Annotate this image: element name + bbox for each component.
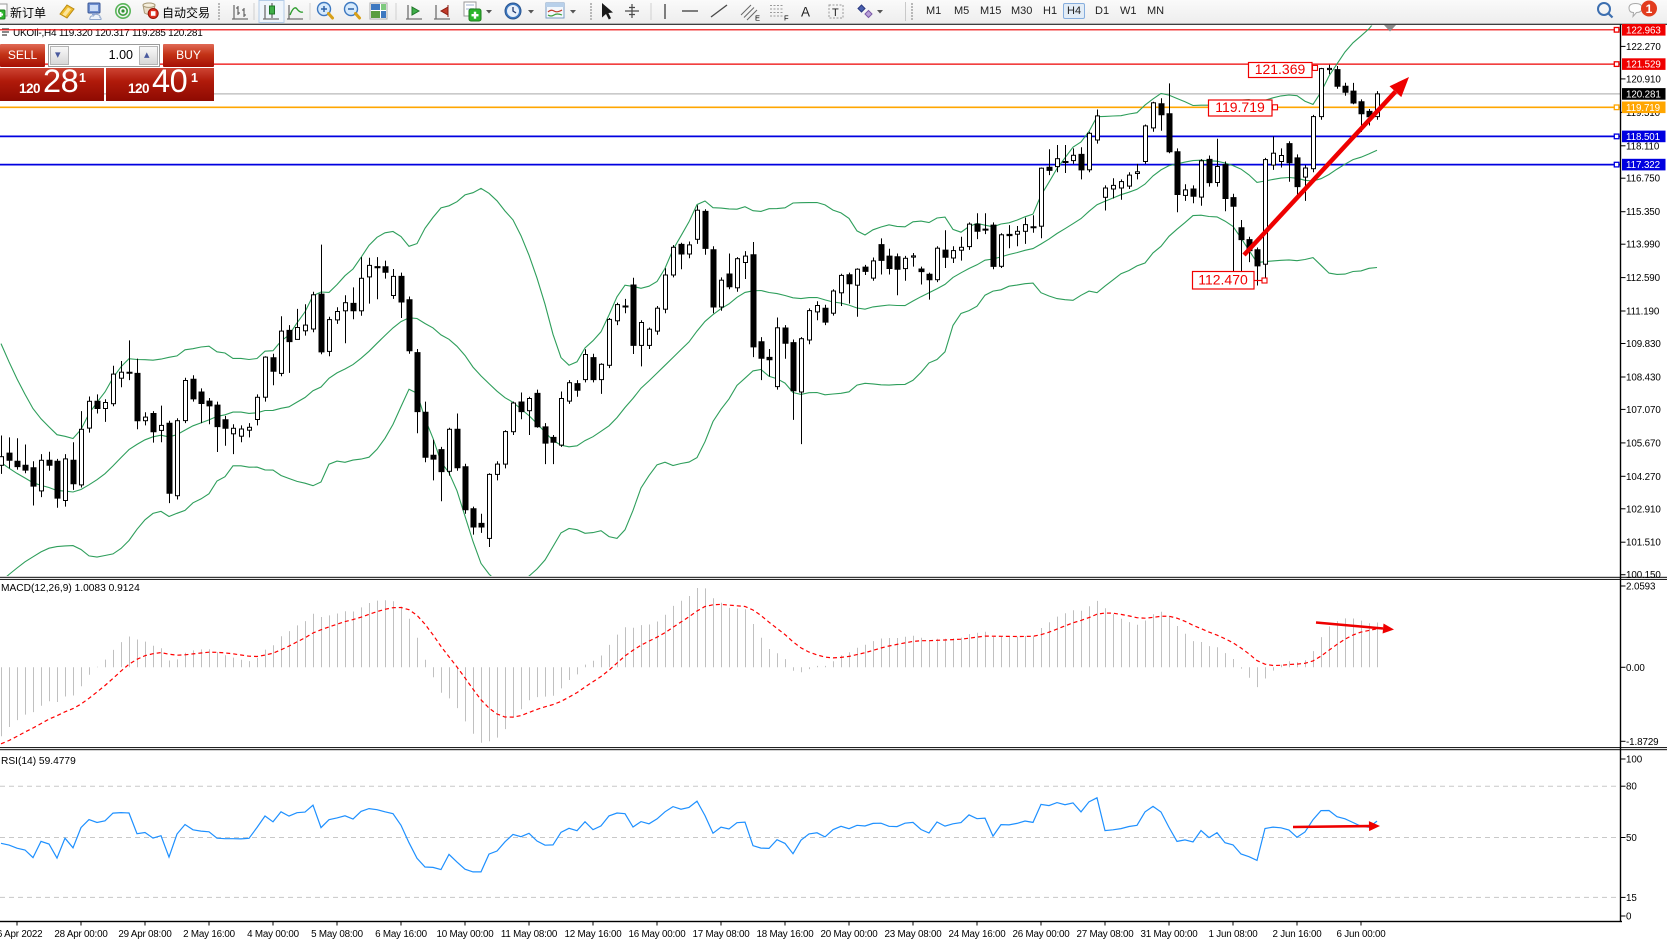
svg-text:113.990: 113.990	[1626, 240, 1661, 251]
svg-text:2 Jun 16:00: 2 Jun 16:00	[1272, 929, 1322, 940]
svg-text:120.910: 120.910	[1626, 74, 1661, 85]
svg-text:11 May 08:00: 11 May 08:00	[501, 929, 558, 940]
svg-text:MACD(12,26,9) 1.0083 0.9124: MACD(12,26,9) 1.0083 0.9124	[1, 583, 140, 594]
svg-text:16 May 00:00: 16 May 00:00	[629, 929, 687, 940]
svg-text:0.00: 0.00	[1626, 663, 1645, 674]
svg-text:119.719: 119.719	[1626, 103, 1660, 114]
svg-text:18 May 16:00: 18 May 16:00	[757, 929, 815, 940]
svg-text:-1.8729: -1.8729	[1626, 737, 1659, 748]
svg-text:100: 100	[1626, 755, 1643, 766]
svg-text:28 Apr 00:00: 28 Apr 00:00	[54, 929, 108, 940]
svg-text:111.190: 111.190	[1626, 307, 1660, 318]
svg-text:10 May 00:00: 10 May 00:00	[437, 929, 495, 940]
svg-text:104.270: 104.270	[1626, 472, 1661, 483]
svg-text:2 May 16:00: 2 May 16:00	[183, 929, 235, 940]
svg-text:122.963: 122.963	[1626, 25, 1661, 36]
svg-text:0: 0	[1626, 912, 1632, 923]
svg-text:26 May 00:00: 26 May 00:00	[1013, 929, 1071, 940]
svg-text:E: E	[755, 14, 760, 23]
svg-text:A: A	[801, 5, 810, 20]
svg-text:2.0593: 2.0593	[1626, 582, 1656, 593]
svg-text:118.110: 118.110	[1626, 141, 1660, 152]
svg-text:109.830: 109.830	[1626, 339, 1661, 350]
svg-text:26 Apr 2022: 26 Apr 2022	[0, 929, 42, 940]
svg-text:108.430: 108.430	[1626, 373, 1661, 384]
svg-text:80: 80	[1626, 782, 1637, 793]
svg-text:20 May 00:00: 20 May 00:00	[821, 929, 879, 940]
svg-text:112.590: 112.590	[1626, 273, 1661, 284]
svg-text:107.070: 107.070	[1626, 405, 1661, 416]
svg-text:119.510: 119.510	[1626, 108, 1661, 119]
svg-text:121.529: 121.529	[1626, 60, 1661, 71]
svg-text:17 May 08:00: 17 May 08:00	[693, 929, 751, 940]
svg-text:15: 15	[1626, 893, 1637, 904]
svg-text:27 May 08:00: 27 May 08:00	[1077, 929, 1135, 940]
svg-text:31 May 00:00: 31 May 00:00	[1141, 929, 1199, 940]
svg-text:12 May 16:00: 12 May 16:00	[565, 929, 623, 940]
svg-text:5 May 08:00: 5 May 08:00	[311, 929, 363, 940]
svg-text:RSI(14) 59.4779: RSI(14) 59.4779	[1, 756, 76, 767]
svg-text:UKOIl-,H4 119.320 120.317 119: UKOIl-,H4 119.320 120.317 119.285 120.28…	[13, 28, 203, 39]
svg-text:100.150: 100.150	[1626, 570, 1661, 581]
svg-text:F: F	[784, 14, 789, 23]
svg-text:50: 50	[1626, 833, 1637, 844]
svg-text:101.510: 101.510	[1626, 538, 1661, 549]
svg-text:118.501: 118.501	[1626, 132, 1660, 143]
svg-text:102.910: 102.910	[1626, 504, 1661, 515]
svg-text:121.369: 121.369	[1255, 61, 1306, 77]
svg-text:117.322: 117.322	[1626, 160, 1660, 171]
svg-text:6 Jun 00:00: 6 Jun 00:00	[1336, 929, 1386, 940]
svg-text:1: 1	[1646, 2, 1653, 16]
svg-text:24 May 16:00: 24 May 16:00	[949, 929, 1007, 940]
svg-text:1 Jun 08:00: 1 Jun 08:00	[1208, 929, 1258, 940]
svg-text:29 Apr 08:00: 29 Apr 08:00	[118, 929, 172, 940]
svg-text:120.281: 120.281	[1626, 89, 1661, 100]
svg-text:6 May 16:00: 6 May 16:00	[375, 929, 427, 940]
svg-text:23 May 08:00: 23 May 08:00	[885, 929, 943, 940]
svg-text:112.470: 112.470	[1198, 272, 1248, 288]
svg-text:116.750: 116.750	[1626, 174, 1661, 185]
svg-text:105.670: 105.670	[1626, 438, 1661, 449]
svg-text:115.350: 115.350	[1626, 207, 1661, 218]
svg-text:4 May 00:00: 4 May 00:00	[247, 929, 299, 940]
svg-text:119.719: 119.719	[1215, 99, 1265, 115]
svg-text:122.270: 122.270	[1626, 42, 1661, 53]
svg-text:T: T	[832, 7, 839, 19]
